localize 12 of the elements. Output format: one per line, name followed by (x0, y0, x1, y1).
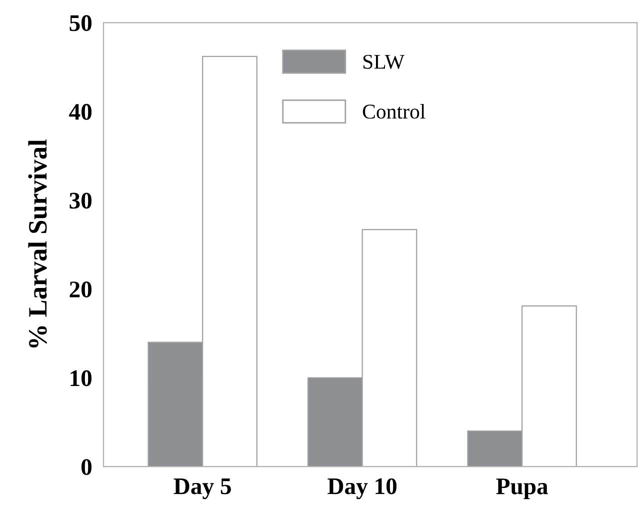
legend-label: SLW (363, 54, 404, 69)
legend-label: Control (362, 104, 426, 119)
x-tick-label: Pupa (496, 478, 548, 500)
y-tick-label: 20 (70, 282, 92, 298)
y-tick-label: 40 (69, 104, 92, 120)
x-tick-label: Day 5 (174, 478, 231, 500)
y-tick-label: 50 (70, 15, 92, 32)
y-tick-label: 0 (82, 459, 92, 476)
y-tick-label: 10 (70, 370, 92, 386)
y-axis-title: % Larval Survival (28, 140, 47, 348)
y-tick-label: 30 (70, 192, 92, 209)
x-tick-label: Day 10 (328, 478, 396, 500)
